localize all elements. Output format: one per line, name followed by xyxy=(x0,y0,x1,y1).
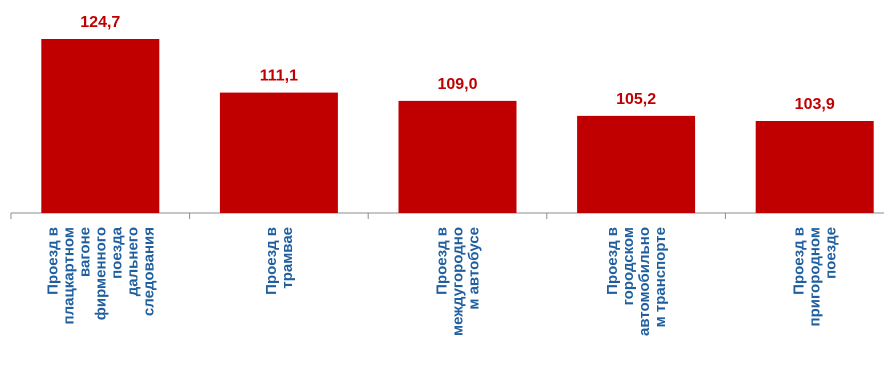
category-labels: Проезд вплацкартномвагонефирменногопоезд… xyxy=(44,226,839,336)
category-label: Проезд втрамвае xyxy=(263,227,296,295)
bar xyxy=(755,121,874,213)
bar xyxy=(398,100,517,213)
category-label: Проезд впригородномпоезде xyxy=(791,227,840,326)
bar xyxy=(577,115,696,213)
value-label: 109,0 xyxy=(437,76,477,93)
category-label: Проезд вплацкартномвагонефирменногопоезд… xyxy=(44,226,157,324)
bars xyxy=(41,39,874,213)
category-label: Проезд вгородскомавтомобильном транспорт… xyxy=(604,227,669,336)
x-axis xyxy=(10,212,884,219)
value-label: 105,2 xyxy=(616,91,656,108)
value-label: 111,1 xyxy=(260,68,298,85)
value-label: 124,7 xyxy=(80,14,120,31)
bar xyxy=(219,92,338,213)
value-label: 103,9 xyxy=(795,96,835,113)
bar xyxy=(41,39,160,213)
category-label: Проезд вмеждугородном автобусе xyxy=(434,227,483,336)
value-labels: 124,7 111,1 109,0 105,2 103,9 xyxy=(80,14,835,113)
